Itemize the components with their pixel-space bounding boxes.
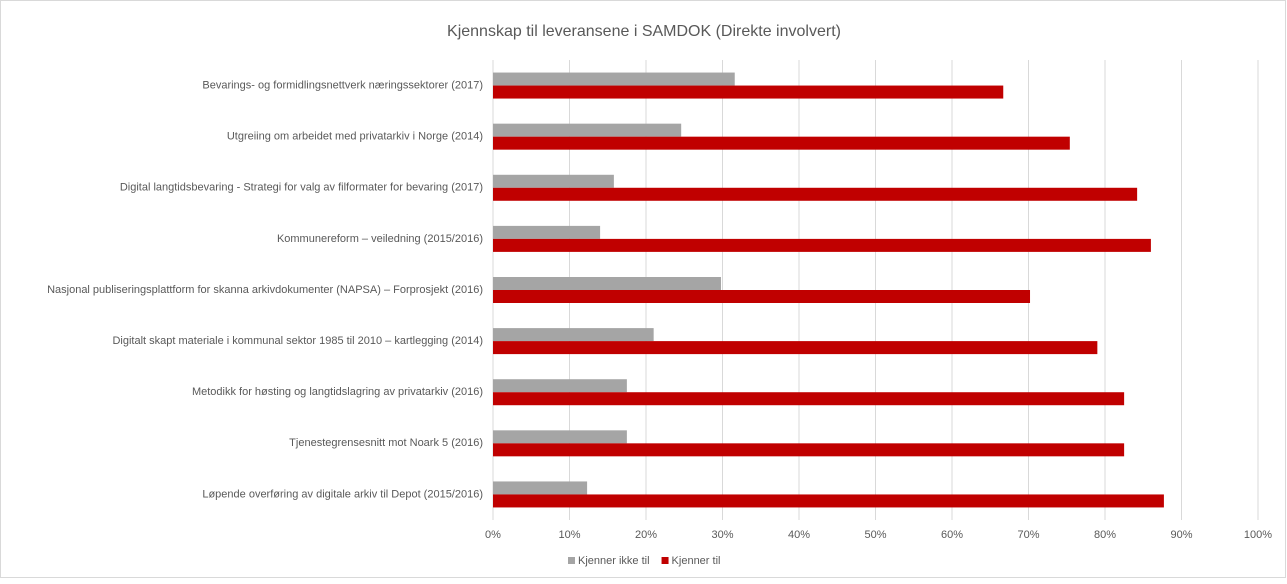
legend-label: Kjenner ikke til [578, 555, 650, 567]
chart-title: Kjennskap til leveransene i SAMDOK (Dire… [447, 23, 841, 40]
bar [493, 392, 1125, 406]
bar [493, 238, 1151, 252]
x-tick-label: 20% [635, 529, 657, 541]
y-tick-label: Digitalt skapt materiale i kommunal sekt… [112, 335, 483, 347]
x-tick-label: 70% [1017, 529, 1039, 541]
x-tick-label: 30% [711, 529, 733, 541]
bar [493, 328, 654, 342]
bar [493, 72, 735, 86]
bar [493, 430, 627, 444]
bar [493, 341, 1098, 355]
legend-swatch [661, 557, 669, 564]
bar [493, 277, 721, 290]
y-tick-label: Utgreiing om arbeidet med privatarkiv i … [227, 131, 483, 143]
y-tick-label: Løpende overføring av digitale arkiv til… [202, 488, 483, 500]
y-tick-label: Tjenestegrensesnitt mot Noark 5 (2016) [289, 437, 483, 449]
y-tick-label: Metodikk for høsting og langtidslagring … [192, 386, 483, 398]
x-tick-label: 50% [864, 529, 886, 541]
y-tick-label: Bevarings- og formidlingsnettverk næring… [202, 79, 483, 91]
x-tick-label: 90% [1170, 529, 1192, 541]
bar [493, 187, 1138, 201]
bar [493, 443, 1125, 457]
bar [493, 379, 627, 393]
legend-label: Kjenner til [672, 555, 721, 567]
x-tick-label: 80% [1094, 529, 1116, 541]
x-tick-label: 40% [788, 529, 810, 541]
bar [493, 136, 1070, 150]
x-tick-label: 10% [558, 529, 580, 541]
bar [493, 174, 614, 188]
bar [493, 85, 1004, 99]
bar [493, 481, 588, 495]
x-tick-label: 0% [485, 529, 501, 541]
y-tick-label: Digital langtidsbevaring - Strategi for … [120, 182, 483, 194]
y-tick-label: Kommunereform – veiledning (2015/2016) [277, 233, 483, 245]
bar [493, 123, 682, 137]
bar [493, 225, 601, 239]
y-tick-label: Nasjonal publiseringsplattform for skann… [47, 284, 483, 296]
legend-swatch [568, 557, 575, 564]
x-tick-label: 100% [1244, 529, 1272, 541]
bar [493, 494, 1164, 508]
x-tick-label: 60% [941, 529, 963, 541]
bar [493, 290, 1031, 303]
